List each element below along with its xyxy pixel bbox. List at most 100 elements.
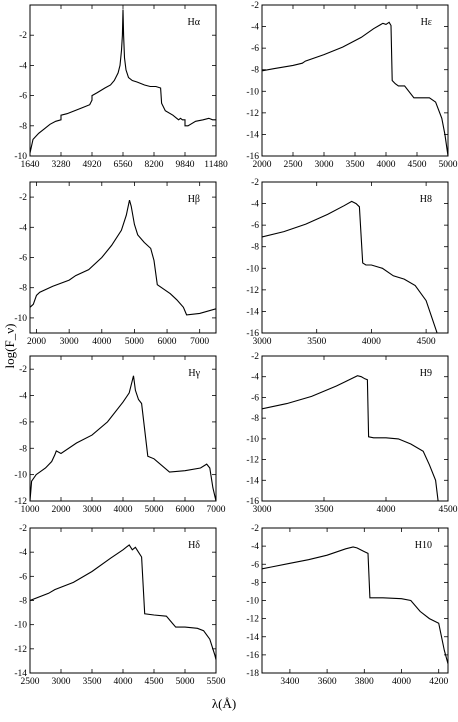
x-tick-label: 11480 — [204, 160, 228, 170]
y-axis-title: log(F_ν) — [2, 324, 17, 369]
x-tick-label: 2000 — [27, 337, 46, 347]
x-tick-label: 4000 — [114, 677, 133, 687]
panel-frame — [261, 181, 449, 334]
x-tick-label: 6560 — [114, 160, 133, 170]
y-tick-label: -16 — [246, 329, 259, 339]
y-tick-label: -8 — [19, 284, 27, 294]
y-tick-label: -8 — [19, 122, 27, 132]
x-tick-label: 5500 — [207, 677, 226, 687]
panel-label: Hα — [188, 17, 201, 28]
x-tick-label: 4000 — [362, 337, 381, 347]
y-tick-label: -14 — [246, 307, 259, 317]
y-tick-label: -6 — [19, 572, 27, 582]
y-tick-label: -8 — [251, 243, 259, 253]
y-tick-label: -12 — [246, 286, 259, 296]
y-tick-label: -16 — [246, 497, 259, 507]
panel-label: H8 — [420, 194, 432, 205]
y-tick-label: -2 — [19, 365, 27, 375]
y-tick-label: -2 — [251, 524, 259, 534]
y-tick-label: -4 — [19, 223, 27, 233]
x-tick-label: 5000 — [176, 677, 195, 687]
y-tick-label: -2 — [19, 31, 27, 41]
series-line — [262, 546, 448, 665]
x-tick-label: 3500 — [315, 505, 334, 515]
y-tick-label: -4 — [251, 373, 259, 383]
x-tick-label: 7000 — [207, 505, 226, 515]
x-tick-label: 6000 — [176, 505, 195, 515]
panel-5: 1000 2000 3000 4000 5000 6000 7000 -12 -10 -8 -6 -4… — [14, 355, 226, 515]
x-tick-label: 7000 — [190, 337, 209, 347]
y-tick-label: -6 — [251, 221, 259, 231]
y-tick-label: -6 — [251, 560, 259, 570]
series-line — [262, 375, 439, 501]
x-tick-label: 2000 — [52, 505, 71, 515]
y-tick-label: -8 — [19, 444, 27, 454]
series-line — [30, 9, 216, 154]
x-tick-label: 3400 — [280, 677, 299, 687]
x-tick-label: 3500 — [346, 160, 365, 170]
y-tick-label: -12 — [246, 109, 259, 119]
y-tick-label: -2 — [19, 193, 27, 203]
x-tick-label: 4920 — [83, 160, 102, 170]
y-tick-label: -10 — [14, 314, 27, 324]
x-tick-label: 3280 — [52, 160, 71, 170]
y-tick-label: -4 — [19, 61, 27, 71]
panel-frame — [261, 355, 449, 502]
y-tick-label: -6 — [251, 393, 259, 403]
x-tick-label: 9840 — [176, 160, 195, 170]
y-tick-label: -14 — [246, 130, 259, 140]
x-tick-label: 5000 — [439, 160, 458, 170]
x-tick-label: 8200 — [145, 160, 164, 170]
y-tick-label: -8 — [251, 414, 259, 424]
y-tick-label: -16 — [246, 152, 259, 162]
x-tick-label: 4000 — [377, 160, 396, 170]
y-tick-label: -8 — [251, 66, 259, 76]
panel-label: H9 — [420, 368, 432, 379]
x-tick-label: 6000 — [158, 337, 177, 347]
x-tick-label: 3000 — [60, 337, 79, 347]
y-tick-label: -14 — [246, 633, 259, 643]
x-tick-label: 1640 — [21, 160, 40, 170]
panel-3: 2000 3000 4000 5000 6000 7000 -10 -8 -6 -4 -2 Hβ — [14, 181, 217, 347]
y-tick-label: -14 — [14, 669, 27, 679]
y-tick-label: -10 — [14, 621, 27, 631]
panel-2: 2000 2500 3000 3500 4000 4500 5000 -16 -14 -12 -10… — [246, 1, 457, 170]
y-tick-label: -10 — [246, 87, 259, 97]
y-tick-label: -10 — [14, 152, 27, 162]
x-tick-label: 4500 — [417, 337, 436, 347]
y-tick-label: -18 — [246, 669, 259, 679]
x-tick-label: 4500 — [439, 505, 458, 515]
y-tick-label: -8 — [251, 578, 259, 588]
y-tick-label: -2 — [251, 352, 259, 362]
series-line — [262, 200, 438, 333]
y-tick-label: -6 — [19, 418, 27, 428]
x-tick-label: 3500 — [83, 677, 102, 687]
x-tick-label: 1000 — [21, 505, 40, 515]
x-tick-label: 3000 — [83, 505, 102, 515]
y-tick-label: -4 — [19, 548, 27, 558]
x-tick-label: 3000 — [253, 505, 272, 515]
series-line — [262, 21, 448, 156]
x-tick-label: 4000 — [377, 505, 396, 515]
x-tick-label: 2000 — [253, 160, 272, 170]
x-tick-label: 4000 — [92, 337, 111, 347]
series-line — [30, 544, 216, 660]
x-tick-label: 3600 — [318, 677, 337, 687]
panel-1: 1640 3280 4920 6560 8200 9840 11480 -10 -8 -6 -4 -2… — [14, 4, 228, 170]
x-tick-label: 3000 — [52, 677, 71, 687]
panel-label: Hγ — [188, 368, 200, 379]
x-tick-label: 3800 — [355, 677, 374, 687]
x-tick-label: 4000 — [392, 677, 411, 687]
x-tick-label: 4200 — [429, 677, 448, 687]
y-tick-label: -2 — [251, 1, 259, 11]
x-tick-label: 2500 — [21, 677, 40, 687]
y-tick-label: -6 — [19, 254, 27, 264]
panel-label: H10 — [415, 540, 432, 551]
y-tick-label: -12 — [14, 497, 27, 507]
series-line — [30, 375, 216, 501]
y-tick-label: -16 — [246, 651, 259, 661]
x-tick-label: 4500 — [145, 677, 164, 687]
panel-7: 2500 3000 3500 4000 4500 5000 5500 -14 -12 -10 -8 -… — [14, 524, 225, 687]
